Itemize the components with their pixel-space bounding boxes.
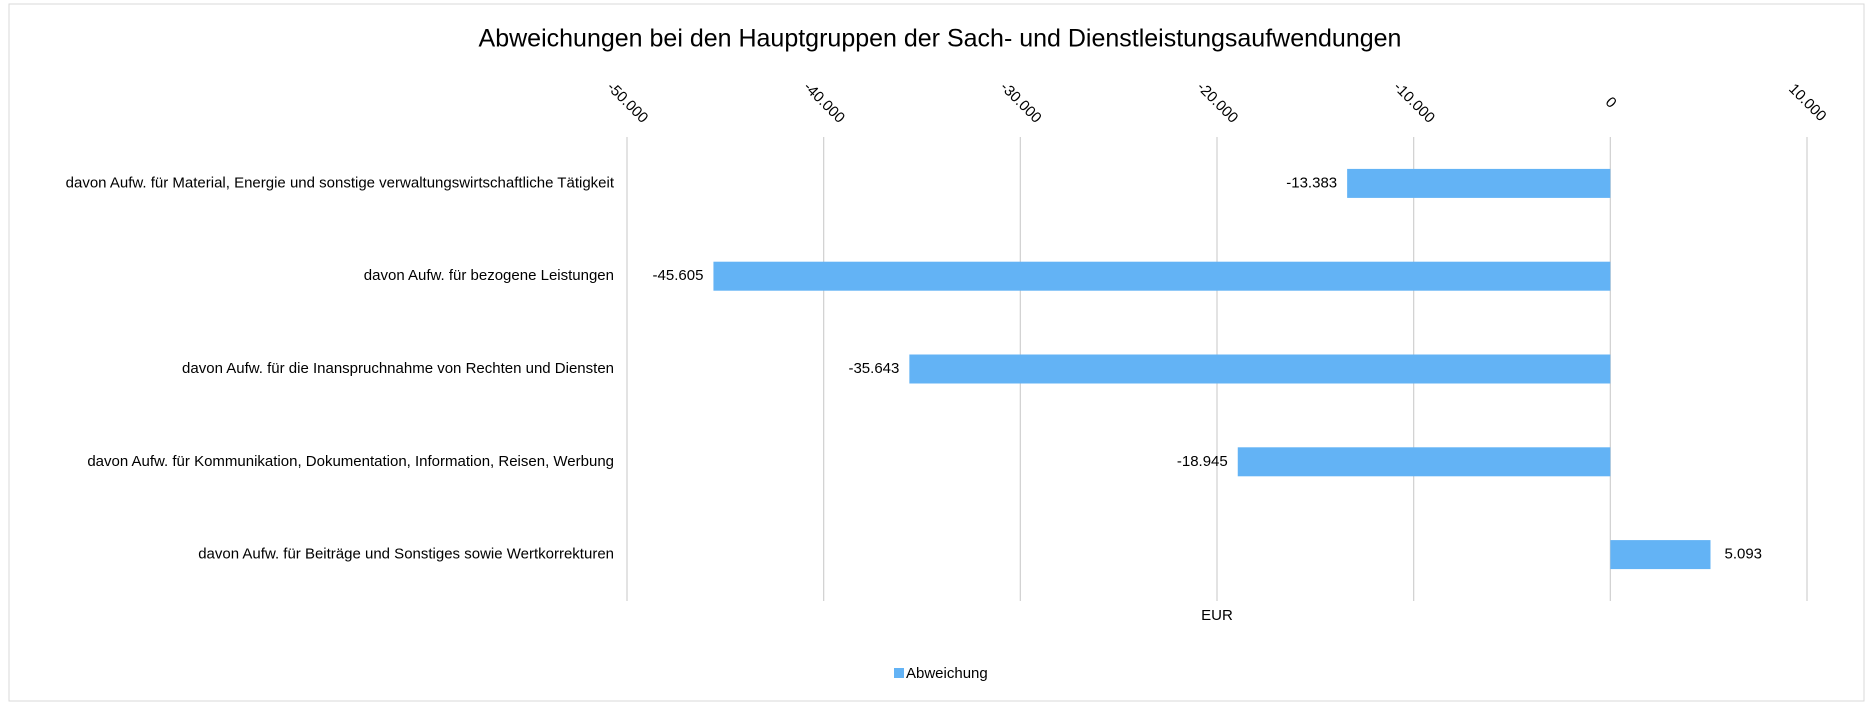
data-label: 5.093 <box>1724 546 1762 563</box>
chart-area <box>8 3 1865 702</box>
legend-swatch <box>894 668 904 678</box>
data-label: -45.605 <box>653 267 704 284</box>
y-tick-label: davon Aufw. für Kommunikation, Dokumenta… <box>87 453 614 470</box>
data-label: -18.945 <box>1177 453 1228 470</box>
legend-label: Abweichung <box>906 665 988 682</box>
y-tick-label: davon Aufw. für die Inanspruchnahme von … <box>182 360 614 377</box>
chart-title: Abweichungen bei den Hauptgruppen der Sa… <box>479 25 1402 53</box>
y-tick-label: davon Aufw. für Material, Energie und so… <box>66 174 615 191</box>
x-axis-label: EUR <box>1201 607 1233 624</box>
data-label: -35.643 <box>848 360 899 377</box>
bar <box>1237 447 1611 477</box>
bar <box>713 261 1611 291</box>
y-tick-label: davon Aufw. für bezogene Leistungen <box>364 267 614 284</box>
bar <box>1610 540 1711 570</box>
bar <box>1347 168 1611 198</box>
y-tick-label: davon Aufw. für Beiträge und Sonstiges s… <box>198 546 614 563</box>
data-label: -13.383 <box>1286 174 1337 191</box>
bar <box>909 354 1611 384</box>
